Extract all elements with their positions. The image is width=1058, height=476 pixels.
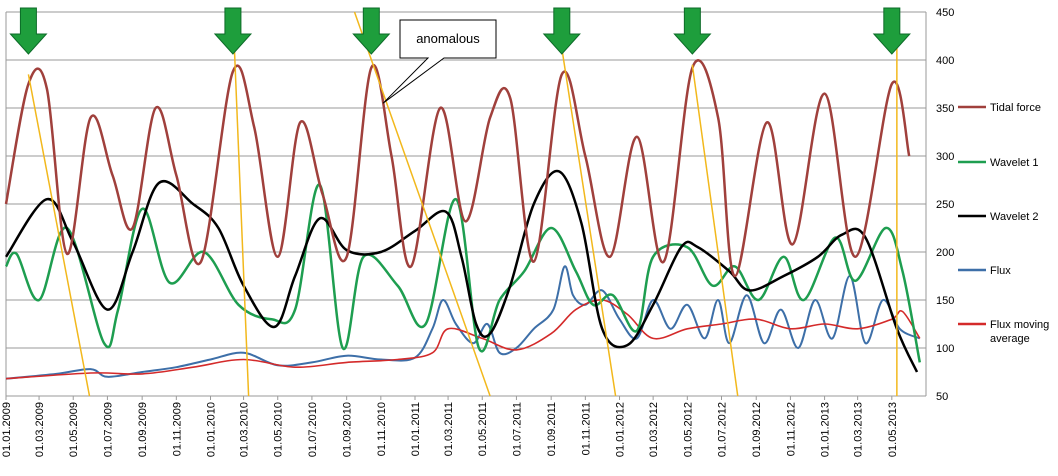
- legend-label-wavelet-1: Wavelet 1: [990, 157, 1039, 169]
- y-tick-label: 200: [936, 247, 954, 259]
- series-line-tidal-force: [4, 59, 911, 278]
- legend-label-wavelet-2: Wavelet 2: [990, 211, 1039, 223]
- x-tick-label: 01.07.2012: [716, 402, 728, 457]
- y-tick-label: 450: [936, 7, 954, 19]
- guide-line: [27, 74, 91, 397]
- x-tick-label: 01.11.2012: [785, 402, 797, 456]
- x-tick-label: 01.11.2009: [171, 402, 183, 456]
- down-arrow-icon: [872, 7, 911, 55]
- x-tick-label: 01.05.2010: [273, 402, 285, 457]
- x-tick-label: 01.09.2012: [751, 402, 763, 457]
- markers: [9, 7, 911, 55]
- x-tick-label: 01.09.2010: [342, 402, 354, 457]
- y-tick-label: 350: [936, 103, 954, 115]
- down-arrow-icon: [213, 7, 253, 55]
- down-arrow-icon: [9, 7, 48, 55]
- y-tick-label: 50: [936, 391, 948, 403]
- down-arrow-icon: [352, 7, 391, 55]
- x-tick-label: 01.11.2010: [376, 402, 388, 456]
- x-tick-label: 01.03.2012: [648, 402, 660, 457]
- x-tick-label: 01.11.2011: [580, 402, 592, 455]
- x-tick-label: 01.03.2011: [443, 402, 455, 456]
- y-tick-label: 250: [936, 199, 954, 211]
- x-tick-label: 01.01.2009: [1, 402, 13, 457]
- legend: Tidal force Wavelet 1 Wavelet 2 Flux Flux mo…: [958, 102, 1049, 345]
- x-tick-label: 01.09.2009: [137, 402, 149, 457]
- annotation-callout: [382, 19, 497, 104]
- legend-label-flux-moving-average: Flux moving average: [990, 319, 1049, 345]
- x-tick-label: 01.07.2011: [511, 402, 523, 456]
- y-tick-label: 100: [936, 343, 954, 355]
- series-line-wavelet-1: [4, 183, 922, 363]
- x-tick-label: 01.05.2013: [887, 402, 899, 457]
- x-tick-label: 01.03.2013: [853, 402, 865, 457]
- x-tick-label: 01.01.2011: [410, 402, 422, 456]
- x-tick-label: 01.01.2013: [820, 402, 832, 457]
- y-axis: 50 100 150 200 250 300 350 400 450: [936, 7, 954, 403]
- down-arrow-icon: [542, 7, 581, 55]
- x-tick-label: 01.05.2009: [68, 402, 80, 457]
- x-tick-label: 01.01.2012: [615, 402, 627, 457]
- annotation: anomalous: [382, 19, 497, 104]
- y-tick-label: 400: [936, 55, 954, 67]
- annotation-text: anomalous: [416, 31, 480, 46]
- guide-line: [353, 11, 491, 397]
- x-tick-label: 01.05.2012: [682, 402, 694, 457]
- guide-lines: [27, 11, 898, 397]
- guide-line: [691, 64, 739, 397]
- x-tick-label: 01.03.2009: [34, 402, 46, 457]
- guide-line: [555, 11, 617, 397]
- series-line-flux: [5, 265, 921, 380]
- series-layer: [4, 59, 922, 380]
- y-tick-label: 150: [936, 295, 954, 307]
- x-tick-label: 01.03.2010: [239, 402, 251, 457]
- series-line-wavelet-2: [4, 169, 919, 373]
- x-tick-label: 01.01.2010: [206, 402, 218, 457]
- guide-line: [232, 11, 250, 397]
- x-tick-label: 01.07.2010: [307, 402, 319, 457]
- x-axis: 01.01.2009 01.03.2009 01.05.2009 01.07.2009…: [1, 396, 899, 457]
- x-tick-label: 01.07.2009: [102, 402, 114, 457]
- legend-label-flux: Flux: [990, 265, 1011, 277]
- legend-label-tidal-force: Tidal force: [990, 102, 1041, 114]
- y-tick-label: 300: [936, 151, 954, 163]
- down-arrow-icon: [673, 7, 712, 55]
- series-line-flux-moving-average: [5, 299, 921, 380]
- x-tick-label: 01.09.2011: [546, 402, 558, 456]
- x-tick-label: 01.05.2011: [477, 402, 489, 456]
